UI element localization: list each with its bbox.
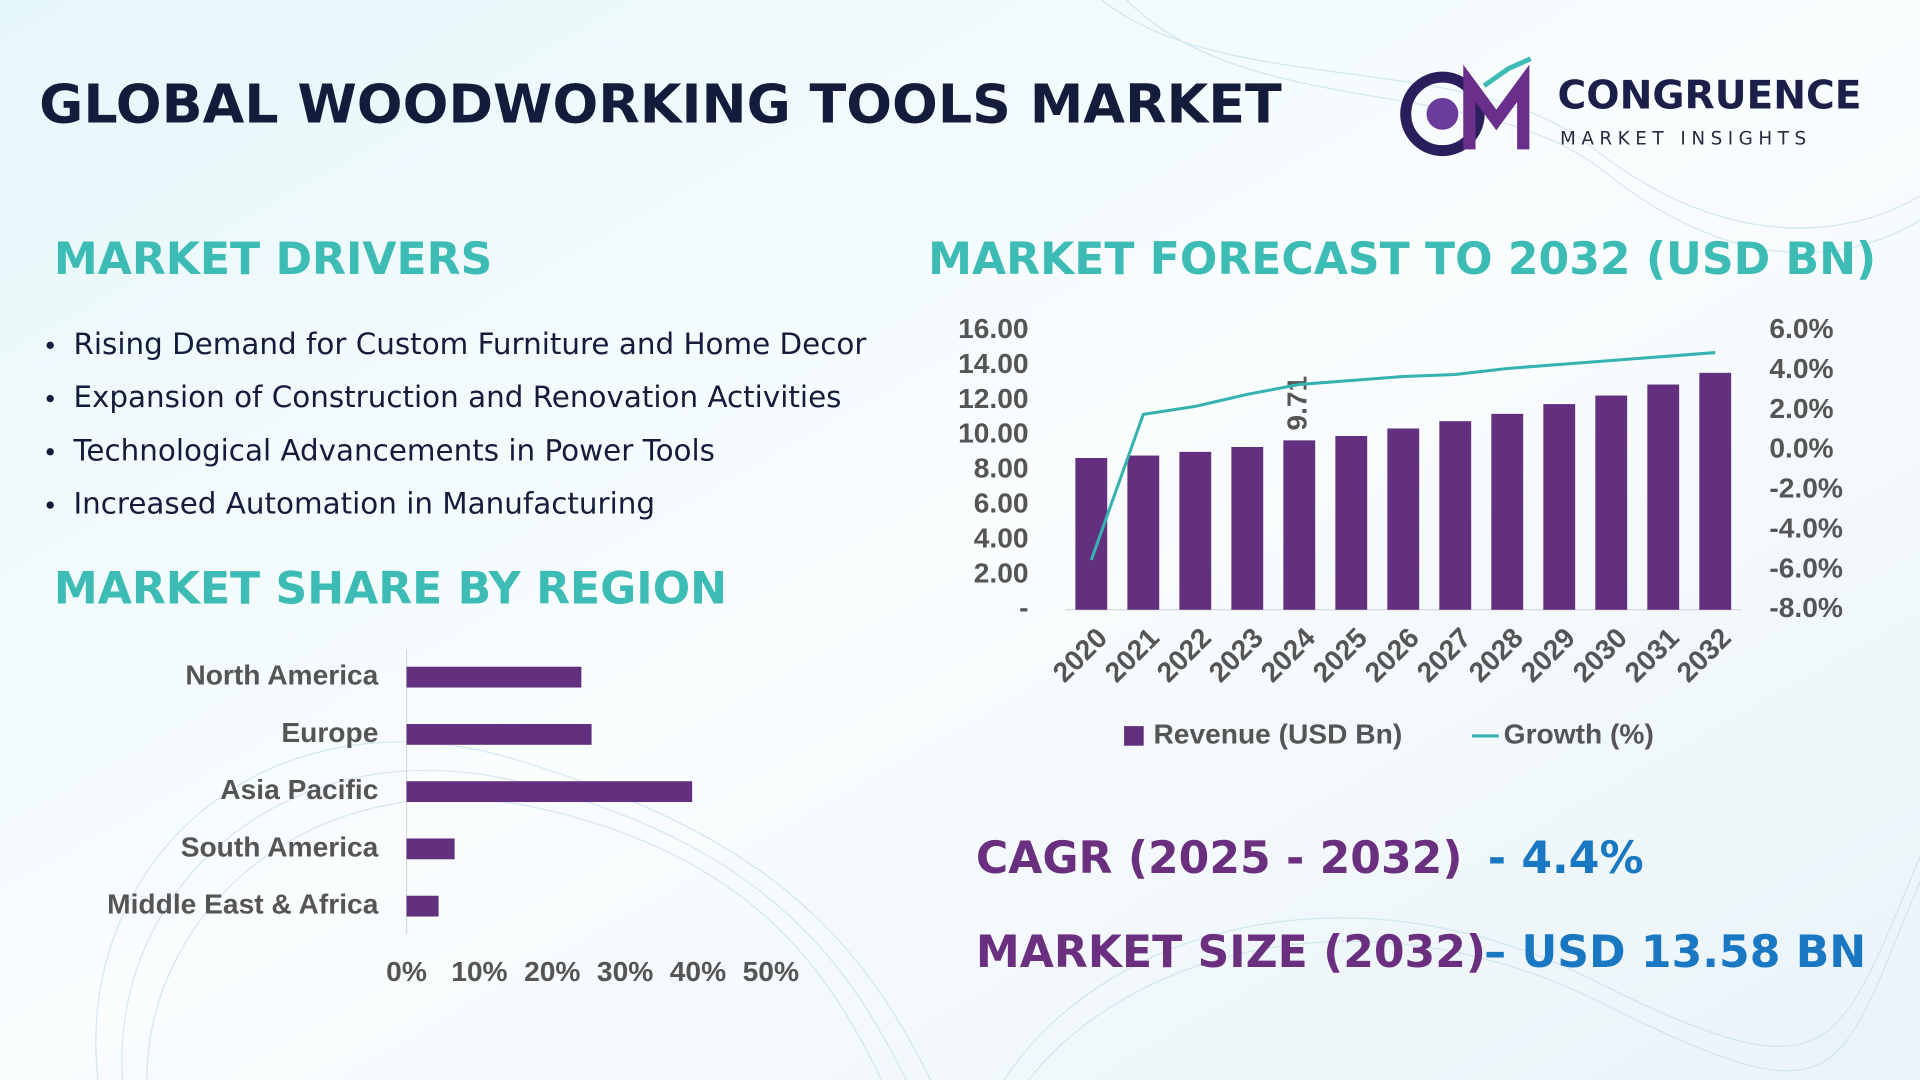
bar [1439, 421, 1472, 610]
y2-tick-label: -2.0% [1769, 473, 1843, 504]
y2-tick-label: -6.0% [1769, 552, 1843, 583]
y2-tick-label: 4.0% [1769, 353, 1833, 384]
y2-tick-label: -8.0% [1769, 592, 1843, 623]
bullet [46, 394, 54, 403]
wave-decoration [95, 0, 1920, 1080]
section-title: MARKET SHARE BY REGION [54, 563, 727, 614]
bar [1283, 440, 1316, 610]
bar [1699, 372, 1732, 610]
y-tick-label: 16.00 [958, 313, 1028, 344]
logo-globe [1426, 97, 1459, 130]
logo-m [1463, 64, 1530, 150]
driver-item: Increased Automation in Manufacturing [73, 487, 655, 521]
stat-value: - 4.4% [1488, 833, 1644, 884]
x-tick-label: 10% [451, 956, 507, 987]
section-title: MARKET DRIVERS [54, 234, 492, 285]
y-tick-label: Asia Pacific [220, 774, 378, 805]
line-series [1089, 351, 1716, 561]
x-tick-label: 30% [597, 956, 653, 987]
bar [406, 838, 455, 860]
logo-tagline: MARKET INSIGHTS [1560, 129, 1812, 150]
y-tick-label: North America [185, 660, 378, 691]
bar [1595, 395, 1628, 610]
bar [1231, 446, 1264, 610]
page-title: GLOBAL WOODWORKING TOOLS MARKET [39, 72, 1282, 135]
x-tick-label: 20% [524, 956, 580, 987]
y2-tick-label: 2.0% [1769, 393, 1833, 424]
driver-item: Rising Demand for Custom Furniture and H… [73, 327, 867, 361]
stat-value: – USD 13.58 BN [1484, 927, 1866, 978]
y-tick-label: Europe [281, 717, 378, 748]
bar [406, 723, 592, 745]
bullet [46, 501, 54, 509]
bar [406, 895, 439, 917]
x-tick-label: 0% [386, 956, 427, 987]
y-tick-label: - [1019, 592, 1028, 623]
bullet [46, 448, 54, 456]
y-tick-label: 2.00 [974, 557, 1029, 588]
section-title: MARKET FORECAST TO 2032 (USD BN) [928, 234, 1876, 285]
y2-tick-label: 6.0% [1769, 313, 1833, 344]
y-tick-label: Middle East & Africa [107, 889, 379, 920]
bar [1075, 457, 1108, 610]
bar [1179, 451, 1212, 610]
logo: CONGRUENCE MARKET INSIGHTS [1400, 56, 1862, 157]
y-tick-label: 4.00 [974, 522, 1029, 553]
bar [1127, 455, 1160, 610]
stat-label: MARKET SIZE (2032) [976, 927, 1486, 978]
driver-item: Technological Advancements in Power Tool… [72, 433, 715, 467]
bar [1491, 413, 1524, 610]
y-tick-label: 12.00 [958, 383, 1028, 414]
driver-list: Rising Demand for Custom Furniture and H… [46, 327, 867, 521]
y-tick-label: South America [181, 831, 379, 862]
y-tick-label: 8.00 [974, 453, 1029, 484]
y-tick-label: 14.00 [958, 348, 1028, 379]
bar [1647, 384, 1680, 610]
bar [1543, 404, 1576, 610]
y2-tick-label: 0.0% [1769, 433, 1833, 464]
legend-swatch [1124, 726, 1144, 746]
bar [406, 781, 693, 803]
legend-label: Growth (%) [1504, 718, 1654, 749]
x-tick-label: 50% [743, 956, 799, 987]
bar [1335, 436, 1368, 610]
legend-label: Revenue (USD Bn) [1153, 718, 1402, 749]
stat-label: CAGR (2025 - 2032) [976, 833, 1463, 884]
y-tick-label: 6.00 [974, 488, 1029, 519]
logo-mark [1400, 71, 1485, 157]
y-tick-label: 10.00 [958, 418, 1028, 449]
bullet [46, 341, 54, 349]
bar [1387, 428, 1420, 610]
driver-item: Expansion of Construction and Renovation… [73, 380, 841, 414]
x-tick-label: 40% [670, 956, 726, 987]
logo-name: CONGRUENCE [1558, 73, 1862, 118]
bar [406, 666, 582, 688]
y2-tick-label: -4.0% [1769, 512, 1843, 543]
logo-arrow [1482, 56, 1532, 88]
